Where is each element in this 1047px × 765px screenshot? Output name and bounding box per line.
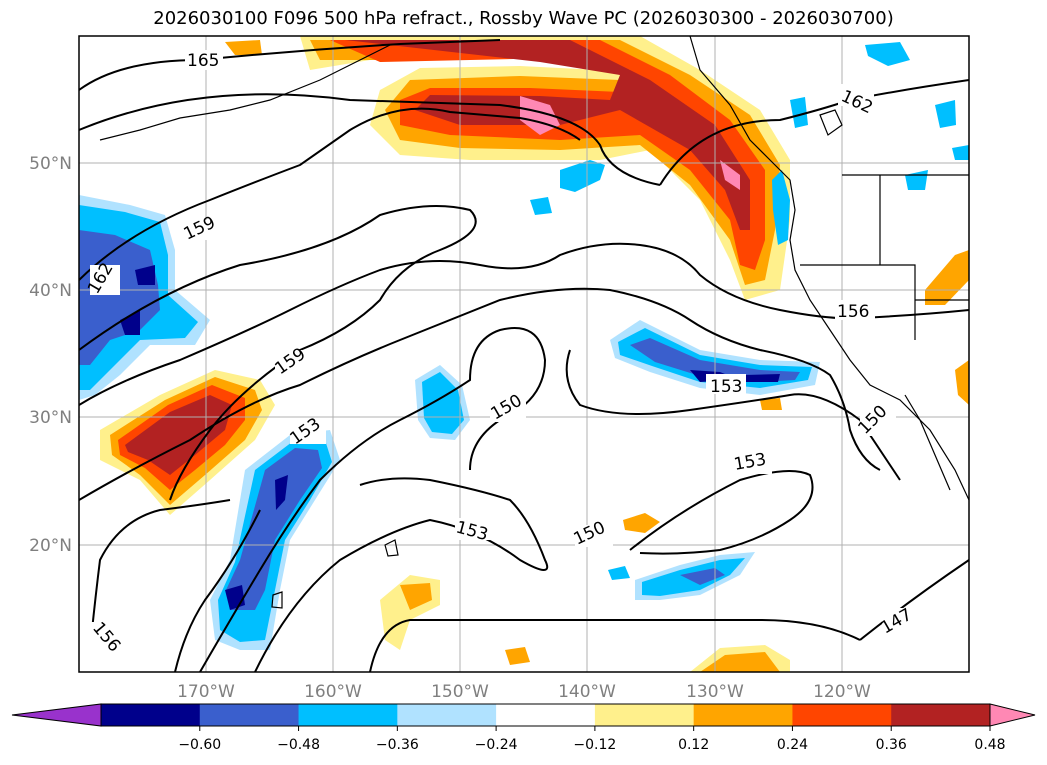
colorbar: −0.60 −0.48 −0.36 −0.24 −0.12 0.12 0.24 0.36 0.4…: [11, 703, 1036, 753]
colorbar-extend-right: [989, 703, 1036, 727]
latitude-labels: 50°N 40°N 30°N 20°N: [29, 154, 72, 556]
colorbar-cell: [397, 704, 497, 726]
map-frame: [78, 35, 970, 673]
lat-label: 50°N: [29, 154, 72, 174]
contour-label: 156: [837, 302, 869, 322]
colorbar-tick-label: −0.48: [277, 737, 320, 753]
lon-label: 160°W: [304, 682, 362, 702]
colorbar-cell: [101, 704, 201, 726]
colorbar-tick-label: 0.24: [777, 737, 808, 753]
lat-label: 40°N: [29, 281, 72, 301]
colorbar-frame: [100, 703, 991, 727]
colorbar-cell: [496, 704, 596, 726]
colorbar-cell: [199, 704, 300, 726]
colorbar-tick-label: −0.12: [573, 737, 616, 753]
lon-label: 150°W: [431, 682, 489, 702]
colorbar-tick-label: −0.36: [376, 737, 419, 753]
colorbar-cell: [693, 704, 793, 726]
lon-label: 170°W: [177, 682, 235, 702]
colorbar-cell: [891, 704, 991, 726]
lat-label: 20°N: [29, 536, 72, 556]
contour-label: 153: [710, 377, 742, 397]
longitude-labels: 170°W 160°W 150°W 140°W 130°W 120°W: [177, 682, 871, 702]
colorbar-cell: [298, 704, 398, 726]
graticule: [79, 36, 969, 672]
colorbar-tick-label: 0.12: [678, 737, 709, 753]
map-title: 2026030100 F096 500 hPa refract., Rossby…: [153, 8, 894, 29]
contour-label: 165: [187, 51, 219, 71]
map-panel: [79, 36, 969, 672]
colorbar-tick-label: 0.48: [974, 737, 1005, 753]
colorbar-tick-label: −0.24: [475, 737, 518, 753]
colorbar-cell: [594, 704, 695, 726]
colorbar-tick-label: −0.60: [178, 737, 221, 753]
lat-label: 30°N: [29, 408, 72, 428]
contour-labels: 165 162 159 162 159 153 150 153 153 150 …: [84, 50, 922, 656]
height-contours: [79, 39, 969, 672]
lon-label: 120°W: [813, 682, 871, 702]
colorbar-extend-left: [11, 703, 102, 727]
colorbar-cell: [792, 704, 892, 726]
lon-label: 130°W: [686, 682, 744, 702]
colorbar-tick-label: 0.36: [876, 737, 907, 753]
lon-label: 140°W: [558, 682, 616, 702]
